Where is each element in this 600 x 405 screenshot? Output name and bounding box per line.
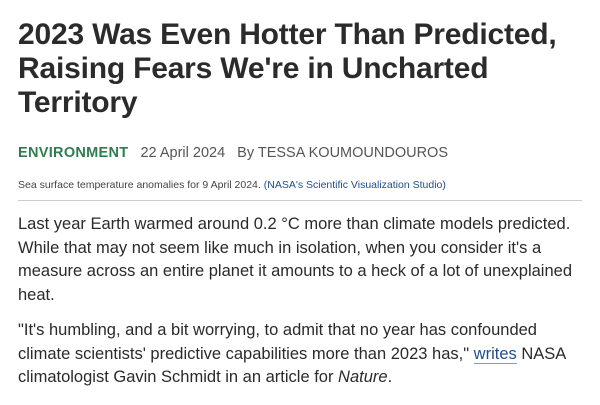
link[interactable]: writes (473, 344, 517, 364)
image-caption: Sea surface temperature anomalies for 9 … (18, 179, 582, 201)
publish-date: 22 April 2024 (140, 145, 226, 161)
text: NASA climatologist Gavin Schmidt in an a… (18, 344, 566, 387)
category-link[interactable]: ENVIRONMENT (18, 145, 129, 161)
paragraph: "It's humbling, and a bit worrying, to a… (18, 319, 582, 390)
text: "It's humbling, and a bit worrying, to a… (18, 321, 537, 363)
text: . (387, 368, 393, 386)
caption-credit[interactable]: (NASA's Scientific Visualization Studio) (263, 179, 446, 191)
article: 2023 Was Even Hotter Than Predicted, Rai… (18, 18, 582, 390)
publication-name: Nature (338, 368, 388, 386)
article-meta: ENVIRONMENT 22 April 2024 By TESSA KOUMO… (18, 145, 582, 161)
byline: By TESSA KOUMOUNDOUROS (237, 145, 448, 161)
paragraph: Last year Earth warmed around 0.2 °C mor… (18, 215, 572, 304)
caption-text: Sea surface temperature anomalies for 9 … (18, 179, 261, 191)
article-title: 2023 Was Even Hotter Than Predicted, Rai… (18, 18, 557, 119)
